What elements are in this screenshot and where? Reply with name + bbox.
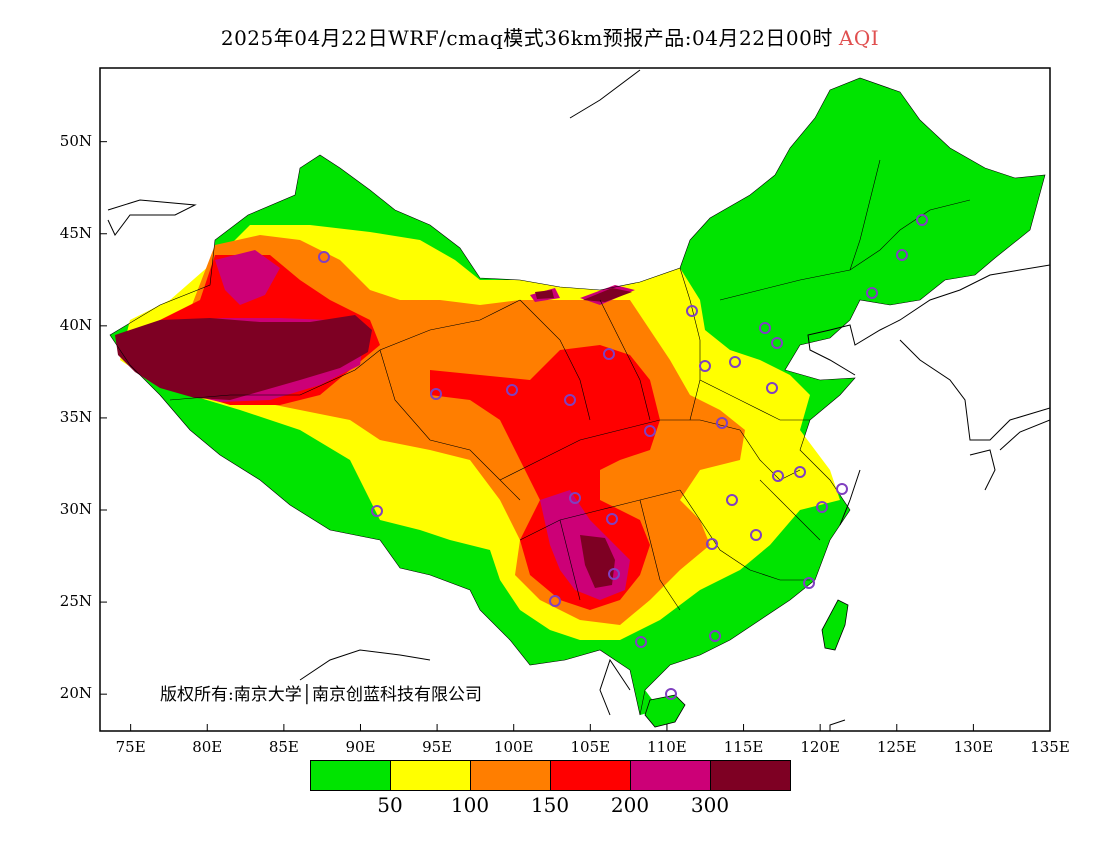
copyright-notice: 版权所有:南京大学│南京创蓝科技有限公司 bbox=[160, 685, 482, 705]
lat-tick-label: 25N bbox=[59, 592, 92, 611]
province-boundaries bbox=[109, 77, 1046, 716]
lon-tick-label: 85E bbox=[268, 738, 299, 756]
city-marker bbox=[371, 505, 383, 517]
city-marker bbox=[750, 529, 762, 541]
map-layers bbox=[107, 69, 1050, 731]
legend-tick-label: 300 bbox=[690, 793, 730, 817]
city-marker bbox=[506, 384, 518, 396]
city-marker bbox=[606, 513, 618, 525]
lon-tick-label: 75E bbox=[115, 738, 146, 756]
city-marker bbox=[836, 483, 848, 495]
legend-tick-label: 200 bbox=[610, 793, 650, 817]
lon-tick-label: 130E bbox=[953, 738, 994, 756]
legend-tick-label: 100 bbox=[450, 793, 490, 817]
legend-swatch bbox=[550, 760, 631, 791]
lon-tick-label: 125E bbox=[876, 738, 917, 756]
aqi-hazardous-region bbox=[115, 288, 632, 588]
city-marker bbox=[916, 214, 928, 226]
city-marker bbox=[564, 394, 576, 406]
legend-swatch bbox=[710, 760, 791, 791]
city-marker bbox=[726, 494, 738, 506]
legend-swatch bbox=[390, 760, 471, 791]
city-marker bbox=[644, 425, 656, 437]
lat-tick-label: 20N bbox=[59, 684, 92, 703]
title-main: 2025年04月22日WRF/cmaq模式36km预报产品:04月22日00时 bbox=[220, 26, 833, 50]
city-marker bbox=[699, 360, 711, 372]
map-frame bbox=[99, 67, 1051, 732]
lat-tick-label: 50N bbox=[59, 131, 92, 150]
legend-tick-label: 50 bbox=[377, 793, 403, 817]
city-marker bbox=[771, 337, 783, 349]
lat-tick-label: 45N bbox=[59, 223, 92, 242]
city-marker bbox=[729, 356, 741, 368]
lon-tick-label: 115E bbox=[723, 738, 764, 756]
lon-tick-label: 120E bbox=[800, 738, 840, 756]
legend-swatch bbox=[630, 760, 711, 791]
lon-tick-label: 90E bbox=[345, 738, 376, 756]
city-marker bbox=[816, 501, 828, 513]
axis-ticks bbox=[100, 141, 1051, 731]
city-marker bbox=[549, 595, 561, 607]
city-marker bbox=[665, 688, 677, 700]
title-variable: AQI bbox=[838, 26, 880, 50]
city-marker bbox=[759, 322, 771, 334]
legend-tick-label: 150 bbox=[530, 793, 570, 817]
coastlines bbox=[107, 69, 1050, 731]
city-marker bbox=[635, 636, 647, 648]
lon-tick-label: 110E bbox=[647, 738, 687, 756]
city-marker bbox=[686, 305, 698, 317]
city-marker bbox=[603, 348, 615, 360]
lon-tick-label: 95E bbox=[422, 738, 453, 756]
city-marker bbox=[772, 470, 784, 482]
taiwan-island bbox=[821, 599, 849, 651]
city-marker bbox=[716, 417, 728, 429]
city-marker bbox=[794, 466, 806, 478]
city-marker bbox=[608, 568, 620, 580]
city-marker bbox=[709, 630, 721, 642]
lat-tick-label: 30N bbox=[59, 500, 92, 518]
lon-tick-label: 105E bbox=[570, 738, 611, 756]
city-marker bbox=[569, 492, 581, 504]
city-marker bbox=[706, 538, 718, 550]
city-marker bbox=[318, 251, 330, 263]
city-marker bbox=[866, 287, 878, 299]
city-marker bbox=[896, 249, 908, 261]
city-marker bbox=[803, 577, 815, 589]
legend-swatch bbox=[310, 760, 391, 791]
lon-tick-label: 80E bbox=[192, 738, 223, 756]
map-title: 2025年04月22日WRF/cmaq模式36km预报产品:04月22日00时 A… bbox=[0, 22, 1100, 51]
lon-tick-label: 135E bbox=[1030, 738, 1070, 756]
city-markers bbox=[318, 214, 928, 700]
city-marker bbox=[430, 388, 442, 400]
city-marker bbox=[766, 382, 778, 394]
lon-tick-label: 100E bbox=[493, 738, 534, 756]
legend-swatch bbox=[470, 760, 551, 791]
lat-tick-label: 35N bbox=[59, 407, 92, 426]
lat-tick-label: 40N bbox=[59, 315, 92, 334]
hainan-island bbox=[644, 694, 686, 728]
